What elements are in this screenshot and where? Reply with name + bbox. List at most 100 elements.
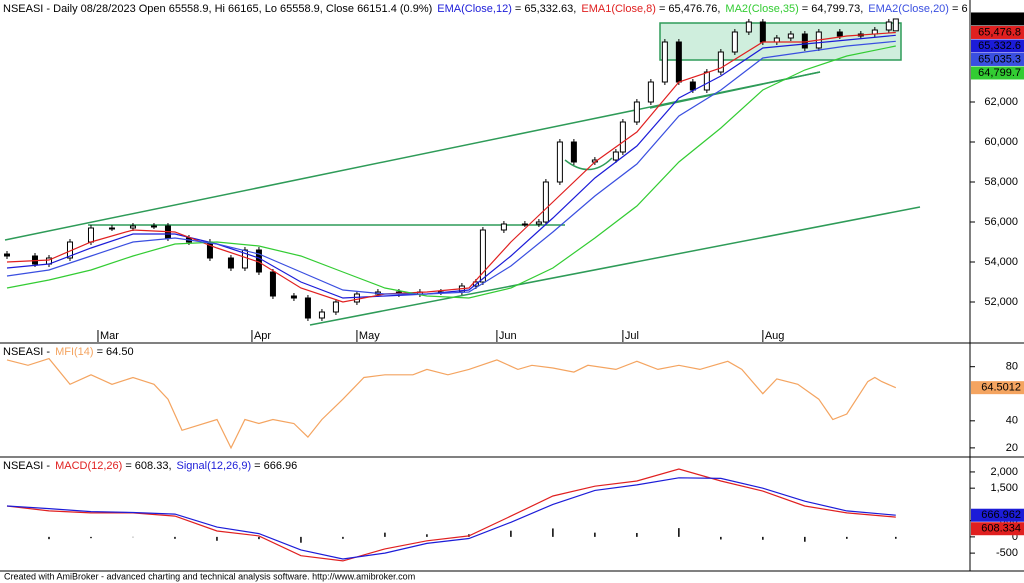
y-tick-label: 62,000	[984, 96, 1018, 108]
header-part: = 64.50	[97, 346, 134, 358]
series-line	[6, 31, 896, 303]
x-tick-label: Mar	[100, 330, 119, 342]
panel-header: NSEASI - MFI(14) = 64.50	[3, 346, 134, 358]
candle-body	[731, 31, 738, 53]
candle-body	[500, 223, 507, 231]
candle-body	[787, 33, 794, 39]
value-box-label: 66,151.4	[978, 13, 1021, 25]
x-tick-label: Apr	[254, 330, 271, 342]
candle-body	[836, 31, 843, 37]
candle-body	[3, 253, 10, 257]
series-line	[6, 34, 896, 299]
value-box-label: 666.962	[981, 509, 1021, 521]
y-tick-label: 58,000	[984, 176, 1018, 188]
candle-body	[332, 301, 339, 313]
candle-body	[304, 297, 311, 319]
candle-body	[759, 21, 766, 43]
candle-body	[108, 227, 115, 230]
candle-body	[619, 121, 626, 153]
cup-arc	[564, 157, 613, 171]
header-part: Signal(12,26,9)	[177, 460, 252, 472]
candle-body	[129, 225, 136, 229]
y-tick-label: 80	[1006, 361, 1018, 373]
value-box	[971, 25, 1024, 39]
series-line	[6, 477, 896, 560]
candle-body	[675, 41, 682, 83]
series-line	[6, 40, 896, 295]
series-line	[6, 45, 896, 299]
value-box-label: 608.334	[981, 523, 1021, 535]
x-tick-label: Jul	[625, 330, 639, 342]
candle-body	[479, 229, 486, 283]
candle-body	[612, 151, 619, 161]
candle-body	[745, 21, 752, 33]
y-tick-label: 1,500	[990, 482, 1018, 494]
y-tick-label: -500	[996, 547, 1018, 559]
header-part: MA2(Close,35)	[725, 3, 798, 15]
value-box	[971, 52, 1024, 66]
panel-header: NSEASI - Daily 08/28/2023 Open 65558.9, …	[3, 3, 968, 15]
x-tick-label: Jun	[499, 330, 517, 342]
candle-body	[717, 51, 724, 73]
value-box-label: 65,035.3	[978, 53, 1021, 65]
trend-line	[309, 206, 921, 326]
footer: Created with AmiBroker - advanced charti…	[4, 571, 415, 581]
candle-body	[703, 71, 710, 91]
candle-body	[689, 81, 696, 91]
header-part: MFI(14)	[55, 346, 94, 358]
candle-body	[542, 181, 549, 223]
header-part: = 666.96	[254, 460, 297, 472]
header-part: = 6	[952, 3, 968, 15]
candle-body	[241, 249, 248, 269]
value-box	[971, 66, 1024, 80]
candle-body	[570, 141, 577, 163]
header-part: = 65,332.63,	[515, 3, 576, 15]
value-box	[971, 12, 1024, 26]
x-tick-label: Aug	[765, 330, 785, 342]
candle-body	[647, 81, 654, 103]
header-part: EMA(Close,12)	[437, 3, 512, 15]
value-box-label: 65,332.6	[978, 40, 1021, 52]
y-tick-label: 52,000	[984, 296, 1018, 308]
value-box	[971, 381, 1024, 395]
candle-body	[661, 41, 668, 83]
x-tick-label: May	[359, 330, 380, 342]
candle-body	[521, 223, 528, 226]
candle-body	[227, 257, 234, 269]
candle-body	[150, 225, 157, 228]
header-part: EMA1(Close,8)	[581, 3, 656, 15]
y-tick-label: 56,000	[984, 216, 1018, 228]
header-part: NSEASI -	[3, 460, 50, 472]
header-part: NSEASI -	[3, 346, 50, 358]
trend-line	[649, 71, 821, 109]
value-box-label: 65,476.8	[978, 26, 1021, 38]
y-tick-label: 0	[1012, 531, 1018, 543]
candle-body	[535, 221, 542, 225]
y-tick-label: 54,000	[984, 256, 1018, 268]
y-tick-label: 40	[1006, 415, 1018, 427]
y-tick-label: 2,000	[990, 466, 1018, 478]
candle-body	[892, 18, 899, 32]
candle-body	[801, 33, 808, 49]
header-part: = 608.33,	[125, 460, 171, 472]
header-part: EMA2(Close,20)	[868, 3, 949, 15]
value-box	[971, 39, 1024, 53]
header-part: = 64,799.73,	[802, 3, 863, 15]
panel-header: NSEASI - MACD(12,26) = 608.33, Signal(12,26…	[3, 460, 297, 472]
y-tick-label: 60,000	[984, 136, 1018, 148]
header-part: = 65,476.76,	[659, 3, 720, 15]
candle-body	[87, 227, 94, 243]
header-part: NSEASI - Daily 08/28/2023 Open 65558.9, …	[3, 3, 432, 15]
candle-body	[633, 101, 640, 123]
series-line	[6, 468, 896, 562]
value-box	[971, 522, 1024, 536]
value-box-label: 64.5012	[981, 382, 1021, 394]
value-box	[971, 508, 1024, 522]
value-box-label: 64,799.7	[978, 67, 1021, 79]
header-part: MACD(12,26)	[55, 460, 122, 472]
series-line	[6, 357, 897, 450]
plot-area	[3, 18, 899, 562]
y-tick-label: 20	[1006, 442, 1018, 454]
